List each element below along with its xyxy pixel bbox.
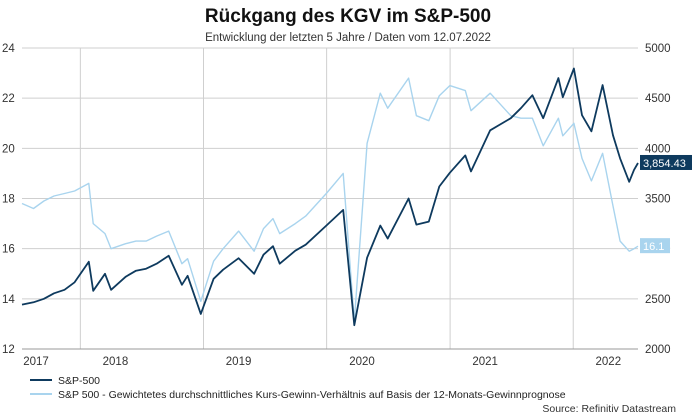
x-tick-label: 2020 bbox=[349, 356, 375, 368]
x-tick-label: 2022 bbox=[596, 356, 622, 368]
x-axis-ticks: 2017 2018 2019 2020 2021 2022 bbox=[23, 356, 621, 368]
chart-subtitle: Entwicklung der letzten 5 Jahre / Daten … bbox=[205, 32, 491, 44]
series-line-pe bbox=[21, 77, 639, 323]
right-tick-label: 3500 bbox=[645, 194, 671, 206]
right-tick-label: 2000 bbox=[645, 344, 671, 356]
right-tick-label: 4000 bbox=[645, 143, 671, 155]
left-axis-ticks: 12 14 16 18 20 22 24 bbox=[2, 43, 15, 356]
badge-bg-pe bbox=[640, 238, 670, 254]
last-value-badges: 3,854.43 16.1 bbox=[640, 154, 692, 254]
series-layer bbox=[21, 67, 639, 327]
source-note: Source: Refinitiv Datastream bbox=[542, 403, 676, 415]
x-tick-label: 2021 bbox=[472, 356, 498, 368]
left-tick-label: 16 bbox=[2, 244, 15, 256]
badge-label-sp500: 3,854.43 bbox=[643, 158, 686, 170]
left-tick-label: 22 bbox=[2, 93, 15, 105]
left-tick-label: 14 bbox=[2, 294, 15, 306]
x-tick-label: 2017 bbox=[23, 356, 49, 368]
right-tick-label: 4500 bbox=[645, 93, 671, 105]
badge-bg-sp500 bbox=[640, 154, 692, 170]
grid-lines bbox=[22, 47, 638, 350]
x-tick-label: 2018 bbox=[103, 356, 129, 368]
legend-label-pe: S&P 500 - Gewichtetes durchschnittliches… bbox=[58, 389, 566, 401]
left-tick-label: 18 bbox=[2, 194, 15, 206]
left-tick-label: 24 bbox=[2, 43, 15, 55]
badge-label-pe: 16.1 bbox=[643, 241, 664, 253]
chart-title: Rückgang des KGV im S&P-500 bbox=[205, 6, 491, 27]
right-tick-label: 2500 bbox=[645, 294, 671, 306]
legend-label-sp500: S&P-500 bbox=[58, 375, 100, 387]
right-tick-label: 5000 bbox=[645, 43, 671, 55]
x-tick-label: 2019 bbox=[226, 356, 252, 368]
legend: S&P-500 S&P 500 - Gewichtetes durchschni… bbox=[30, 375, 566, 401]
left-tick-label: 12 bbox=[2, 344, 15, 356]
right-axis-ticks: 2000250030003500400045005000 bbox=[645, 43, 671, 356]
left-tick-label: 20 bbox=[2, 143, 15, 155]
series-line-sp500 bbox=[21, 67, 639, 327]
